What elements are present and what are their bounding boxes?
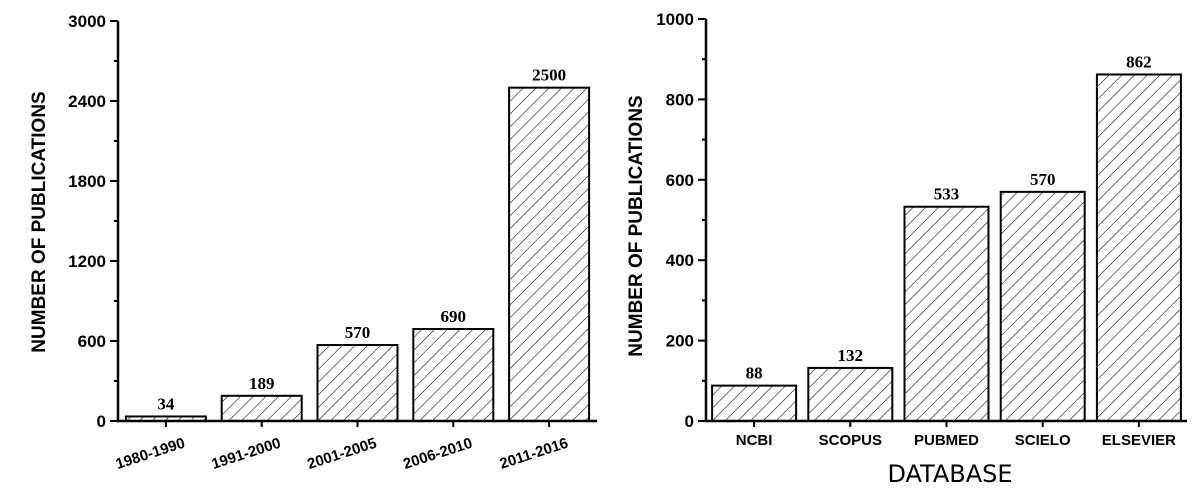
left-x-tick-label: 2001-2005: [305, 435, 378, 473]
left-y-tick-label: 1800: [68, 172, 106, 191]
right-x-tick-label: PUBMED: [914, 432, 979, 449]
right-x-tick-label: ELSEVIER: [1102, 432, 1176, 449]
left-x-tick-label: 1991-2000: [209, 435, 282, 473]
right-data-label: 88: [746, 364, 763, 383]
right-y-tick-label: 400: [666, 251, 694, 270]
right-y-tick-label: 0: [685, 412, 694, 431]
left-x-tick-label: 2011-2016: [498, 435, 571, 473]
right-y-tick-label: 600: [666, 171, 694, 190]
left-bar: [508, 86, 591, 423]
left-data-label: 690: [441, 307, 467, 326]
left-data-label: 2500: [532, 66, 566, 85]
left-data-label: 189: [249, 374, 275, 393]
left-y-tick-label: 2400: [68, 92, 106, 111]
left-bar: [316, 344, 399, 422]
right-x-axis-label: DATABASE: [887, 460, 1012, 488]
right-bar: [999, 190, 1086, 422]
left-y-tick-label: 1200: [68, 252, 106, 271]
publications-by-period-chart: NUMBER OF PUBLICATIONS 0 600 1200 1800 2400 3…: [29, 12, 597, 473]
left-x-tick-label: 2006-2010: [401, 435, 474, 473]
right-x-tick-label: SCOPUS: [819, 432, 882, 449]
left-y-tick-label: 3000: [68, 12, 106, 31]
left-data-label: 34: [157, 394, 175, 413]
right-y-tick-label: 800: [666, 90, 694, 109]
right-x-tick-label: NCBI: [736, 432, 773, 449]
right-y-axis-label: NUMBER OF PUBLICATIONS: [626, 95, 647, 356]
left-bar: [412, 328, 495, 422]
right-data-label: 570: [1030, 170, 1056, 189]
left-bar: [220, 394, 303, 422]
right-data-label: 533: [934, 185, 960, 204]
right-bar: [807, 366, 894, 423]
left-y-tick-label: 600: [78, 332, 106, 351]
left-x-tick-label: 1980-1990: [114, 435, 187, 473]
right-bar: [903, 205, 990, 422]
left-y-axis-label: NUMBER OF PUBLICATIONS: [29, 91, 50, 352]
right-data-label: 862: [1126, 52, 1152, 71]
right-bar: [711, 384, 798, 422]
left-data-label: 570: [345, 323, 371, 342]
left-bar: [124, 415, 207, 423]
right-bar: [1095, 73, 1182, 422]
right-x-tick-label: SCIELO: [1015, 432, 1071, 449]
right-y-tick-label: 200: [666, 332, 694, 351]
publications-by-database-chart: NUMBER OF PUBLICATIONS DATABASE 0 200 400 6…: [626, 10, 1187, 488]
right-data-label: 132: [838, 346, 864, 365]
right-y-tick-label: 1000: [656, 10, 694, 29]
left-y-tick-label: 0: [97, 412, 106, 431]
